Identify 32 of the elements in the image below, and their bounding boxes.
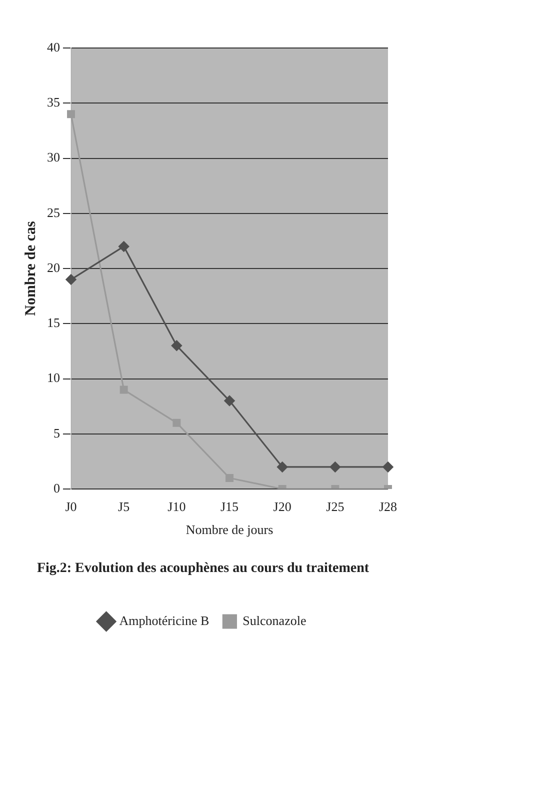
x-tick-label: J25 (326, 499, 344, 514)
x-tick-label: J10 (168, 499, 186, 514)
y-tick-label: 5 (54, 425, 60, 440)
x-tick-label: J20 (273, 499, 292, 514)
legend-label: Amphotéricine B (119, 612, 210, 628)
y-tick-label: 15 (47, 315, 60, 330)
point (118, 241, 130, 252)
point (172, 418, 181, 427)
y-tick-label: 20 (47, 260, 60, 275)
y-tick-label: 40 (47, 39, 60, 54)
y-tick-label: 10 (47, 370, 60, 386)
y-tick-label: 35 (47, 94, 60, 110)
x-tick-label: J15 (220, 499, 239, 514)
point (67, 110, 75, 118)
point (277, 462, 288, 472)
x-tick-label: J28 (378, 499, 398, 514)
point (120, 386, 128, 394)
point (224, 396, 235, 406)
y-axis-title: Nombre de cas (22, 220, 39, 316)
point (66, 274, 76, 285)
point (226, 474, 234, 482)
x-axis-title: Nombre de jours (186, 522, 274, 537)
x-tick-label: J5 (118, 499, 130, 514)
point (171, 340, 182, 351)
text: Fig.2: Evolution des acouphènes au cours du traitement (36, 561, 370, 576)
x-tick-label: J0 (65, 499, 77, 514)
point (330, 462, 340, 472)
legend-label: Sulconazole (242, 612, 306, 628)
y-tick-label: 0 (54, 480, 60, 496)
y-tick-label: 25 (47, 204, 60, 220)
y-tick-label: 30 (47, 150, 60, 165)
point (382, 462, 394, 472)
